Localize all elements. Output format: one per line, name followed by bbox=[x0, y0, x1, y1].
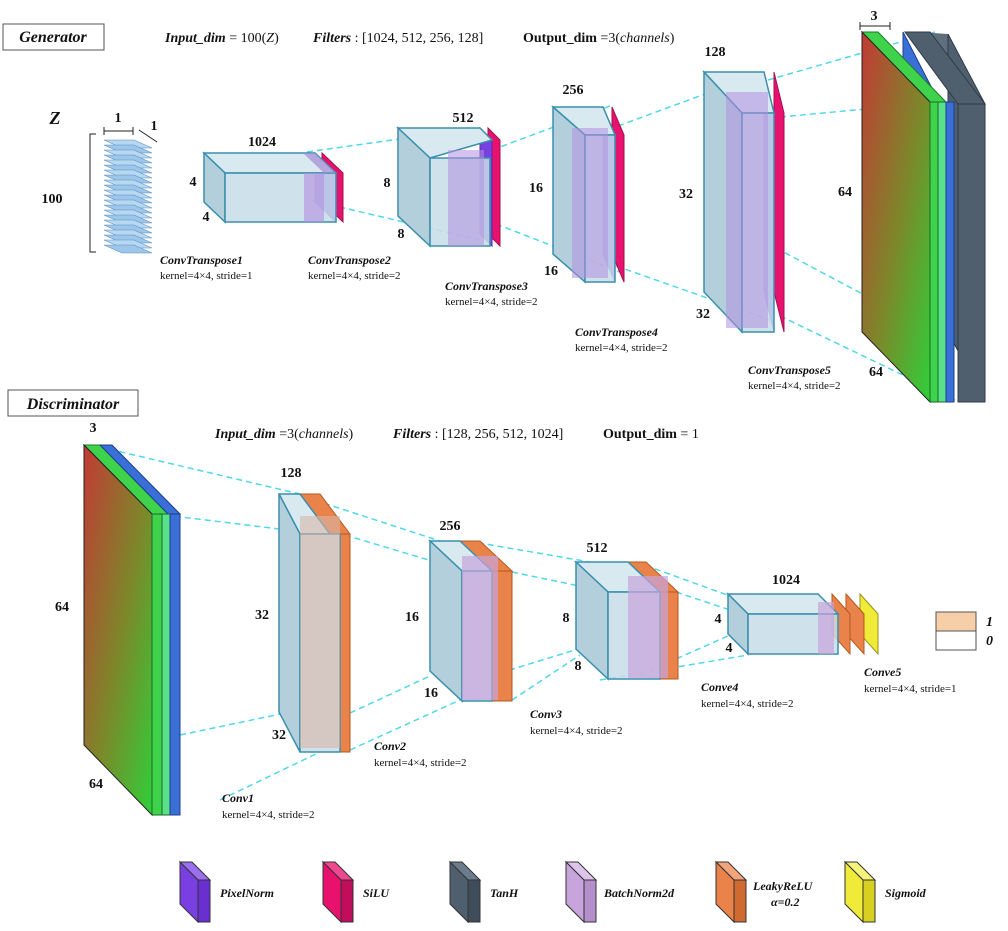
legend-leakyrelu-label: LeakyReLU bbox=[752, 879, 814, 893]
discriminator-dims: 3 64 64 128 32 32 256 16 16 512 8 8 1024… bbox=[55, 421, 800, 792]
dis-l4-height: 4 bbox=[715, 612, 722, 627]
legend-sigmoid-label: Sigmoid bbox=[885, 886, 927, 900]
gen-l3-width: 16 bbox=[544, 264, 558, 279]
gen-layer-1-params: kernel=4×4, stride=1 bbox=[160, 270, 253, 282]
generator-captions: ConvTranspose1 kernel=4×4, stride=1 Conv… bbox=[160, 253, 841, 392]
discriminator-title: Discriminator bbox=[26, 396, 120, 413]
gen-l5-height: 64 bbox=[838, 185, 852, 200]
dis-in-width: 64 bbox=[89, 777, 103, 792]
dis-l2-height: 16 bbox=[405, 610, 419, 625]
discriminator-block-1 bbox=[277, 493, 351, 753]
dis-layer-4-name: Conve4 bbox=[701, 680, 738, 694]
legend-batchnorm-label: BatchNorm2d bbox=[603, 886, 675, 900]
z-height-label: 1 bbox=[151, 119, 158, 134]
gen-l1-width: 4 bbox=[203, 210, 210, 225]
dis-layer-4-params: kernel=4×4, stride=2 bbox=[701, 698, 794, 710]
dis-layer-2-name: Conv2 bbox=[374, 739, 406, 753]
generator-block-2 bbox=[396, 126, 501, 248]
output-real-label: 1 bbox=[986, 615, 993, 630]
legend-pixelnorm: PixelNorm bbox=[178, 860, 274, 924]
output-fake-label: 0 bbox=[986, 634, 993, 649]
gen-l3-channels: 256 bbox=[563, 83, 584, 98]
dis-l2-width: 16 bbox=[424, 686, 438, 701]
dis-layer-3-name: Conv3 bbox=[530, 707, 562, 721]
dis-l3-width: 8 bbox=[575, 659, 582, 674]
z-slice bbox=[103, 244, 153, 254]
dis-l1-height: 32 bbox=[255, 608, 269, 623]
legend-sigmoid: Sigmoid bbox=[843, 860, 927, 924]
gen-l2-channels: 512 bbox=[453, 111, 474, 126]
discriminator-captions: Conv1 kernel=4×4, stride=2 Conv2 kernel=… bbox=[222, 665, 957, 821]
gen-l4-channels: 128 bbox=[705, 45, 726, 60]
output-real-box bbox=[935, 611, 977, 632]
dis-layer-5-params: kernel=4×4, stride=1 bbox=[864, 683, 957, 695]
gen-layer-3-params: kernel=4×4, stride=2 bbox=[445, 296, 538, 308]
legend: PixelNorm SiLU TanH BatchNorm2d LeakyReL… bbox=[178, 860, 927, 924]
gen-l2-width: 8 bbox=[398, 227, 405, 242]
legend-tanh: TanH bbox=[448, 860, 519, 924]
gen-layer-3-name: ConvTranspose3 bbox=[445, 279, 528, 293]
dis-layer-2-params: kernel=4×4, stride=2 bbox=[374, 757, 467, 769]
discriminator-output: 1 0 bbox=[935, 611, 993, 651]
dis-layer-3-params: kernel=4×4, stride=2 bbox=[530, 725, 623, 737]
legend-leakyrelu: LeakyReLU α=0.2 bbox=[714, 860, 814, 924]
gen-l5-width: 64 bbox=[869, 365, 883, 380]
gen-l4-height: 32 bbox=[679, 187, 693, 202]
output-fake-box bbox=[935, 630, 977, 651]
dis-l3-channels: 512 bbox=[587, 541, 608, 556]
discriminator-header: Input_dim =3(channels) Filters : [128, 2… bbox=[214, 427, 699, 442]
discriminator-block-2 bbox=[428, 539, 514, 703]
legend-leakyrelu-alpha: α=0.2 bbox=[771, 895, 799, 909]
z-label: Z bbox=[49, 108, 61, 128]
dis-l1-channels: 128 bbox=[281, 466, 302, 481]
generator-header: Input_dim = 100(Z) Filters : [1024, 512,… bbox=[164, 31, 675, 46]
gen-l3-height: 16 bbox=[529, 181, 543, 196]
generator-block-1 bbox=[202, 151, 344, 224]
legend-pixelnorm-label: PixelNorm bbox=[220, 886, 274, 900]
gen-layer-4-params: kernel=4×4, stride=2 bbox=[575, 342, 668, 354]
dis-l4-channels: 1024 bbox=[772, 573, 800, 588]
gen-layer-5-params: kernel=4×4, stride=2 bbox=[748, 380, 841, 392]
gen-layer-2-name: ConvTranspose2 bbox=[308, 253, 391, 267]
z-dim-label: 100 bbox=[42, 192, 63, 207]
dis-in-height: 64 bbox=[55, 600, 69, 615]
generator-block-4 bbox=[702, 70, 785, 334]
z-input-stack bbox=[89, 127, 158, 254]
gen-layer-5-name: ConvTranspose5 bbox=[748, 363, 831, 377]
legend-silu: SiLU bbox=[321, 860, 390, 924]
gen-l1-channels: 1024 bbox=[248, 135, 276, 150]
gen-layer-2-params: kernel=4×4, stride=2 bbox=[308, 270, 401, 282]
dis-l3-height: 8 bbox=[563, 611, 570, 626]
dis-layer-1-name: Conv1 bbox=[222, 791, 254, 805]
discriminator-block-3 bbox=[574, 560, 680, 681]
generator-block-5 bbox=[860, 30, 987, 404]
gen-layer-4-name: ConvTranspose4 bbox=[575, 325, 658, 339]
discriminator-title-box: Discriminator bbox=[7, 389, 139, 417]
generator-dims: 1024 4 4 512 8 8 256 16 16 128 32 32 3 6… bbox=[190, 9, 891, 380]
dis-l2-channels: 256 bbox=[440, 519, 461, 534]
dis-l1-width: 32 bbox=[272, 728, 286, 743]
legend-tanh-label: TanH bbox=[490, 886, 519, 900]
z-width-label: 1 bbox=[115, 111, 122, 126]
dis-layer-5-name: Conve5 bbox=[864, 665, 901, 679]
dis-layer-1-params: kernel=4×4, stride=2 bbox=[222, 809, 315, 821]
gen-l1-height: 4 bbox=[190, 175, 197, 190]
discriminator-block-4 bbox=[726, 592, 879, 656]
gen-l4-width: 32 bbox=[696, 307, 710, 322]
legend-silu-label: SiLU bbox=[363, 886, 390, 900]
generator-block-3 bbox=[551, 105, 625, 284]
gen-l5-channels: 3 bbox=[871, 9, 878, 24]
dis-l4-width: 4 bbox=[726, 641, 733, 656]
discriminator-input-image bbox=[82, 443, 182, 817]
legend-batchnorm: BatchNorm2d bbox=[564, 860, 675, 924]
generator-title-box: Generator bbox=[2, 23, 105, 51]
gen-l2-height: 8 bbox=[384, 176, 391, 191]
gen-layer-1-name: ConvTranspose1 bbox=[160, 253, 243, 267]
dis-in-channels: 3 bbox=[90, 421, 97, 436]
generator-title: Generator bbox=[19, 29, 87, 46]
